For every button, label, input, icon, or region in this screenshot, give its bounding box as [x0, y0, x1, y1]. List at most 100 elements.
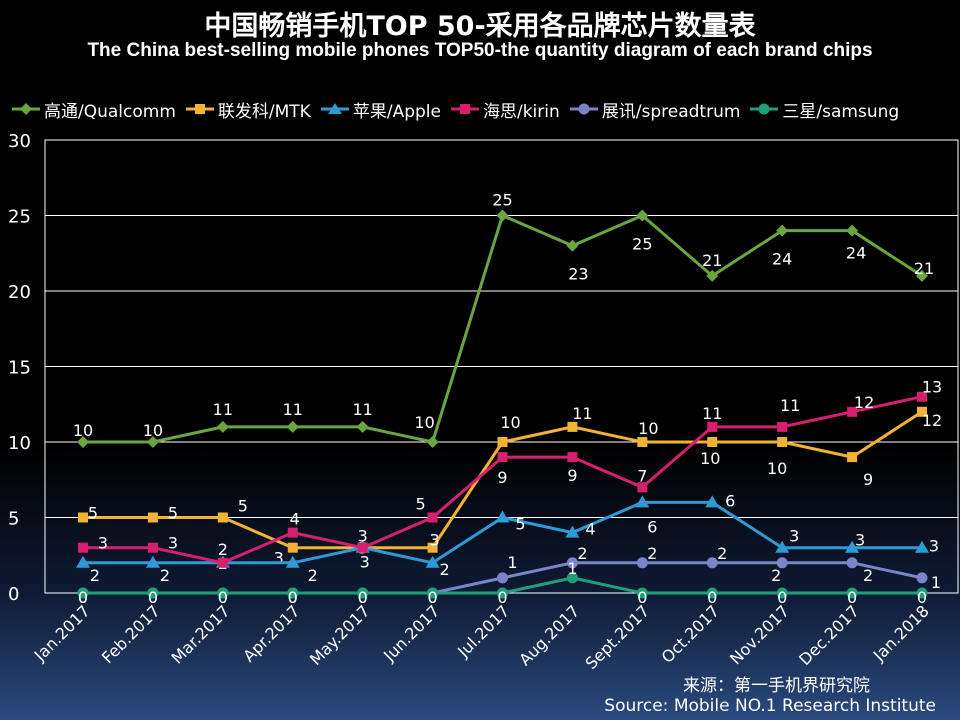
data-point	[707, 421, 718, 432]
data-point	[917, 406, 927, 417]
data-label: 21	[702, 251, 722, 270]
y-tick-label: 20	[8, 282, 31, 303]
data-point	[78, 512, 88, 523]
data-point	[497, 452, 508, 463]
data-label: 13	[922, 378, 942, 397]
x-tick-label: Apr.2017	[239, 601, 303, 665]
data-label: 0	[497, 588, 507, 607]
data-point	[917, 391, 927, 402]
data-point	[287, 542, 298, 553]
data-point	[357, 587, 369, 599]
data-label: 0	[917, 588, 927, 607]
data-label: 1	[567, 559, 577, 578]
data-point	[76, 555, 90, 568]
data-label: 10	[73, 421, 93, 440]
legend-swatch	[320, 103, 349, 114]
data-label: 23	[568, 265, 588, 284]
series-spreadtrum: 0000001222221	[77, 544, 941, 607]
data-label: 1	[931, 573, 941, 592]
data-label: 0	[777, 588, 787, 607]
data-point	[706, 587, 718, 599]
data-point	[495, 510, 510, 523]
data-point	[775, 540, 790, 553]
data-label: 3	[429, 531, 439, 550]
data-label: 3	[855, 531, 865, 550]
legend-label: 展讯/spreadtrum	[601, 101, 741, 122]
data-label: 9	[567, 466, 577, 485]
data-label: 0	[358, 588, 368, 607]
data-point	[146, 436, 159, 448]
data-label: 7	[637, 466, 647, 485]
data-point	[636, 587, 648, 599]
data-label: 2	[308, 566, 318, 585]
data-point	[636, 557, 648, 569]
data-point	[916, 269, 928, 282]
data-label: 2	[90, 566, 100, 585]
data-point	[776, 587, 788, 599]
data-point	[426, 436, 439, 448]
data-label: 11	[213, 400, 233, 419]
data-point	[846, 587, 858, 599]
legend-item-spreadtrum: 展讯/spreadtrum	[569, 97, 741, 122]
data-point	[427, 512, 438, 523]
data-label: 0	[637, 588, 647, 607]
x-tick-label: Mar.2017	[168, 601, 234, 667]
data-label: 2	[647, 544, 657, 563]
data-point	[776, 557, 788, 569]
data-label: 25	[632, 235, 652, 254]
data-point	[496, 209, 509, 222]
data-label: 3	[360, 553, 370, 572]
data-point	[916, 587, 928, 599]
data-label: 11	[572, 404, 592, 423]
data-point	[425, 555, 440, 568]
data-label: 2	[160, 566, 170, 585]
data-point	[636, 209, 649, 222]
data-label: 2	[771, 566, 781, 585]
data-point	[777, 437, 788, 447]
legend-label: 苹果/Apple	[352, 101, 441, 122]
data-point	[217, 512, 228, 523]
data-label: 5	[515, 515, 525, 534]
legend-item-apple: 苹果/Apple	[320, 97, 441, 122]
data-label: 2	[717, 544, 727, 563]
data-point	[776, 224, 789, 237]
x-tick-label: Jan.2018	[869, 601, 933, 665]
data-label: 24	[846, 244, 866, 263]
data-label: 12	[922, 411, 942, 430]
data-point	[566, 239, 579, 252]
data-label: 5	[238, 497, 248, 516]
data-point	[706, 557, 718, 569]
legend-item-mtk: 联发科/MTK	[185, 97, 311, 122]
data-point	[147, 542, 158, 553]
data-label: 2	[439, 560, 449, 579]
data-point	[217, 557, 228, 568]
x-tick-label: May.2017	[306, 601, 374, 669]
y-tick-label: 15	[8, 358, 31, 379]
legend-item-qualcomm: 高通/Qualcomm	[12, 97, 176, 122]
x-tick-label: Nov.2017	[726, 601, 793, 668]
legend-swatch	[450, 104, 479, 114]
data-point	[357, 542, 368, 553]
data-point	[77, 587, 89, 599]
data-label: 0	[148, 588, 158, 607]
data-label: 2	[863, 566, 873, 585]
data-point	[497, 437, 508, 447]
data-point	[637, 437, 648, 447]
data-label: 0	[427, 588, 437, 607]
data-point	[216, 420, 229, 433]
legend-item-samsung: 三星/samsung	[750, 97, 899, 122]
y-tick-label: 5	[8, 509, 19, 530]
data-point	[635, 495, 650, 508]
data-point	[285, 555, 300, 568]
data-point	[707, 437, 718, 447]
data-label: 10	[638, 419, 658, 438]
data-point	[286, 420, 299, 433]
source-cn: 来源：第一手机界研究院	[683, 676, 870, 696]
data-point	[147, 512, 158, 523]
data-label: 25	[492, 191, 512, 210]
data-point	[567, 452, 578, 463]
x-tick-label: Feb.2017	[98, 601, 164, 667]
chart-title: 中国畅销手机TOP 50-采用各品牌芯片数量表	[204, 11, 756, 42]
